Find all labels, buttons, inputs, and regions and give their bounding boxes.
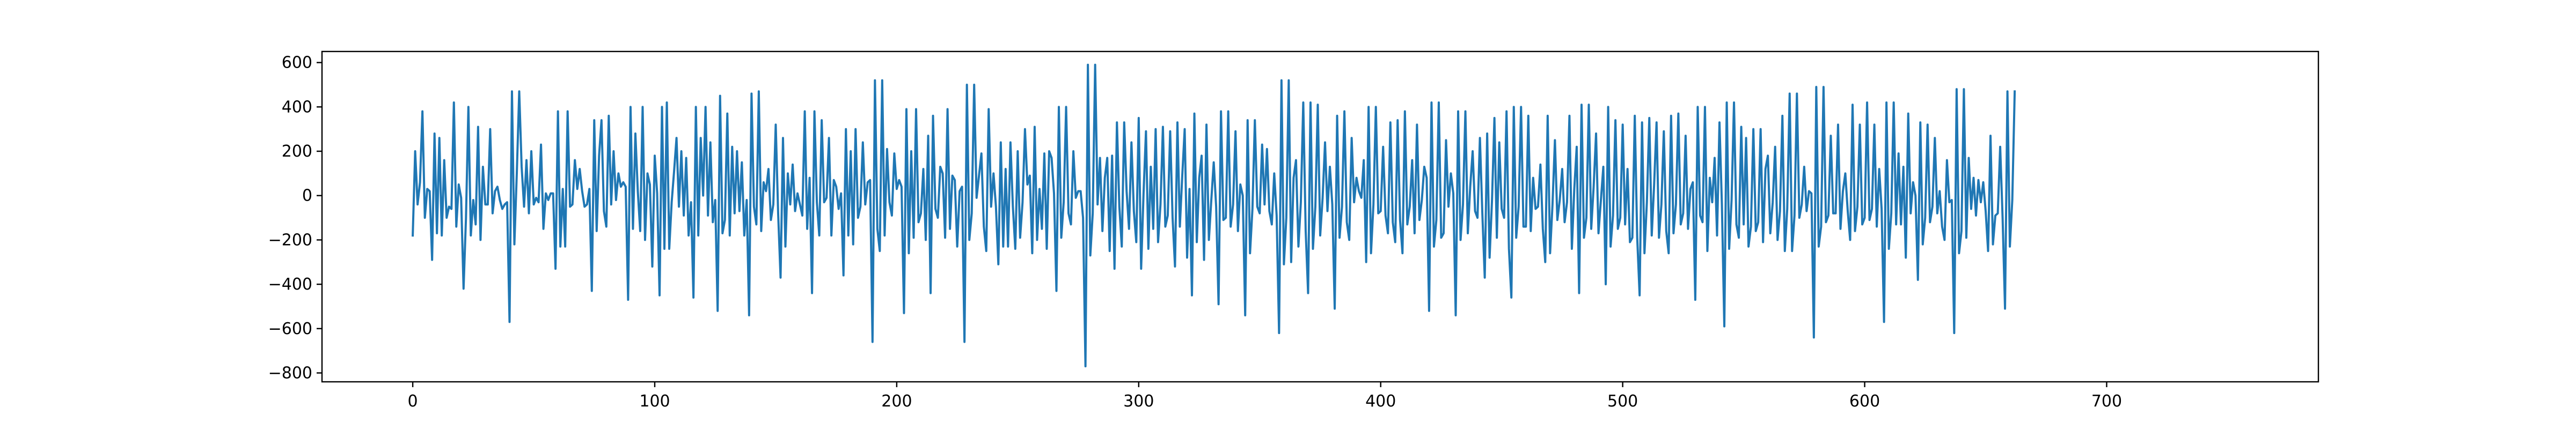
x-axis-ticks: 0 100 200 300 400 500 600 700 [408,382,2122,411]
x-tick-label: 500 [1607,392,1638,411]
x-tick-label: 400 [1365,392,1396,411]
y-tick-label: 600 [282,54,312,72]
y-tick-label: −600 [268,320,312,338]
x-tick-label: 300 [1123,392,1154,411]
plot-area: 0 100 200 300 400 500 600 700 −800 −600 −400 −200 0… [268,50,2319,411]
x-tick-label: 700 [2091,392,2122,411]
x-tick-label: 100 [639,392,670,411]
y-tick-label: −200 [268,231,312,249]
x-tick-label: 600 [1849,392,1880,411]
x-tick-label: 200 [881,392,912,411]
plot-frame [321,50,2319,383]
x-tick-label: 0 [408,392,418,411]
y-axis-ticks: −800 −600 −400 −200 0 200 400 600 [268,54,322,382]
y-tick-label: 200 [282,142,312,161]
y-tick-label: 0 [302,187,312,205]
y-tick-label: −400 [268,275,312,294]
series-line [412,63,2016,368]
y-tick-label: −800 [268,364,312,382]
y-tick-label: 400 [282,98,312,116]
